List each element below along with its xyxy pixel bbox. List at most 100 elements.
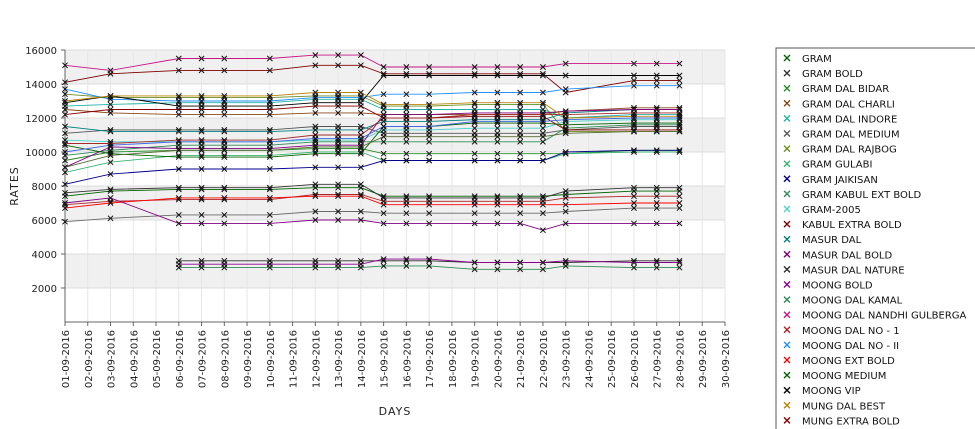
data-point xyxy=(335,109,342,116)
data-point xyxy=(62,91,68,98)
data-point xyxy=(539,227,546,234)
legend-label: GRAM BOLD xyxy=(802,69,863,80)
data-point xyxy=(380,115,387,121)
data-point xyxy=(471,220,478,227)
data-point xyxy=(198,194,205,201)
data-point xyxy=(266,154,273,161)
data-point xyxy=(494,138,501,145)
legend-marker xyxy=(783,69,791,77)
data-point xyxy=(312,181,319,188)
data-point xyxy=(426,220,433,227)
data-point xyxy=(62,86,68,93)
x-tick-label: 24-09-2016 xyxy=(584,330,595,388)
data-point xyxy=(494,220,501,227)
data-point xyxy=(517,138,524,145)
data-point xyxy=(403,101,410,108)
data-point xyxy=(562,116,569,123)
data-point xyxy=(562,72,569,79)
data-point xyxy=(380,101,387,108)
x-tick-label: 27-09-2016 xyxy=(653,330,664,388)
data-point xyxy=(266,184,273,191)
data-point xyxy=(266,128,273,135)
data-point xyxy=(653,60,660,67)
data-point xyxy=(653,82,660,89)
legend-label: MOONG DAL NO - II xyxy=(802,341,899,352)
data-point xyxy=(562,262,569,269)
data-point xyxy=(312,62,319,69)
series-line xyxy=(64,187,680,197)
data-point xyxy=(539,201,546,208)
x-axis-label: DAYS xyxy=(379,405,412,418)
data-point xyxy=(471,64,478,70)
data-point xyxy=(198,106,205,113)
data-point xyxy=(653,264,660,271)
data-point xyxy=(357,94,364,101)
series-line xyxy=(64,109,680,168)
series xyxy=(62,82,683,104)
data-point xyxy=(539,118,546,125)
data-point xyxy=(380,201,387,208)
data-point xyxy=(426,262,433,269)
data-point xyxy=(175,106,182,113)
data-point xyxy=(335,126,342,133)
legend-marker xyxy=(783,265,791,273)
data-point xyxy=(562,208,569,215)
data-point xyxy=(312,89,319,96)
data-point xyxy=(517,89,524,96)
data-point xyxy=(357,89,364,96)
data-point xyxy=(312,103,319,110)
data-point xyxy=(312,150,319,157)
data-point xyxy=(198,184,205,191)
series-line xyxy=(64,183,680,199)
data-point xyxy=(539,133,546,140)
data-point xyxy=(357,52,364,59)
data-point xyxy=(403,133,410,140)
data-point xyxy=(266,92,273,99)
legend-label: GRAM DAL INDORE xyxy=(802,114,897,125)
data-point xyxy=(357,217,364,223)
data-point xyxy=(539,157,546,164)
data-point xyxy=(312,126,319,133)
series xyxy=(62,147,683,188)
legend-label: MASUR DAL NATURE xyxy=(802,265,905,276)
data-point xyxy=(62,169,68,176)
data-point xyxy=(471,210,478,217)
data-point xyxy=(676,147,683,154)
data-point xyxy=(653,220,660,227)
data-point xyxy=(494,89,501,96)
y-tick-label: 4000 xyxy=(32,250,57,261)
data-point xyxy=(676,259,683,266)
data-point xyxy=(380,256,387,263)
legend-marker xyxy=(783,401,791,409)
data-point xyxy=(653,115,660,121)
data-point xyxy=(175,137,182,144)
data-point xyxy=(631,147,637,154)
x-tick-label: 15-09-2016 xyxy=(380,330,391,388)
legend-marker xyxy=(783,341,791,349)
data-point xyxy=(198,211,205,218)
data-point xyxy=(471,259,478,266)
data-point xyxy=(266,194,273,201)
data-point xyxy=(221,264,228,271)
x-tick-label: 16-09-2016 xyxy=(402,330,413,388)
data-point xyxy=(198,111,205,118)
data-point xyxy=(107,106,114,113)
data-point xyxy=(62,123,68,130)
x-tick-label: 18-09-2016 xyxy=(448,330,459,388)
data-point xyxy=(335,62,342,69)
data-point xyxy=(539,259,546,266)
legend-marker xyxy=(783,416,791,424)
x-tick-label: 30-09-2016 xyxy=(721,330,732,388)
data-point xyxy=(562,86,569,93)
x-tick-label: 29-09-2016 xyxy=(698,330,709,388)
data-point xyxy=(539,111,546,118)
series-line xyxy=(64,117,680,153)
data-point xyxy=(312,164,319,171)
legend-label: MASUR DAL BOLD xyxy=(802,250,893,261)
data-point xyxy=(471,89,478,96)
data-point xyxy=(335,264,342,271)
data-point xyxy=(562,121,569,128)
legend: GRAM GRAM BOLD GRAM DAL BIDAR GRAM DAL CHAR… xyxy=(775,47,975,429)
data-point xyxy=(426,201,433,208)
data-point xyxy=(312,109,319,116)
